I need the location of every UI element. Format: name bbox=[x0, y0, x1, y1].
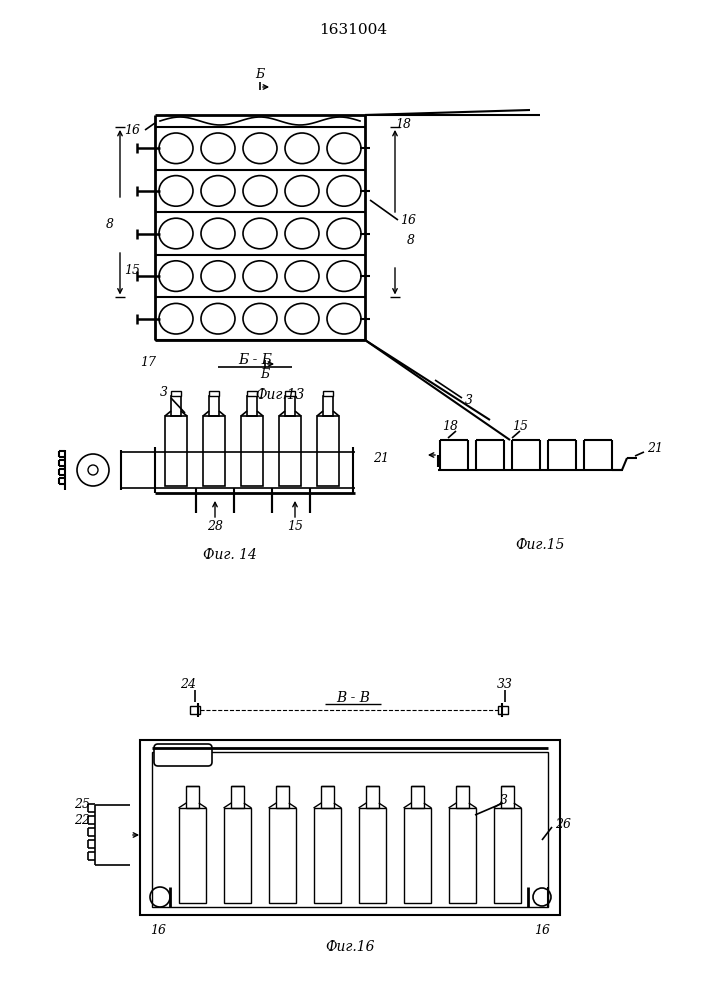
Text: Фиг.15: Фиг.15 bbox=[515, 538, 565, 552]
Text: 21: 21 bbox=[647, 442, 663, 454]
Text: 25: 25 bbox=[74, 798, 90, 812]
Bar bbox=[269, 808, 296, 903]
Bar bbox=[276, 786, 288, 808]
Bar bbox=[152, 752, 548, 907]
FancyBboxPatch shape bbox=[154, 744, 212, 766]
Text: Фиг.13: Фиг.13 bbox=[255, 388, 305, 402]
Text: 16: 16 bbox=[124, 123, 140, 136]
Bar bbox=[366, 786, 379, 808]
Bar bbox=[247, 396, 257, 416]
Bar bbox=[179, 808, 206, 903]
Bar bbox=[456, 786, 469, 808]
Bar bbox=[171, 396, 181, 416]
Bar bbox=[231, 786, 244, 808]
Bar bbox=[279, 416, 301, 486]
Text: 21: 21 bbox=[373, 452, 389, 464]
Text: Б: Б bbox=[260, 368, 269, 381]
Text: 17: 17 bbox=[140, 356, 156, 368]
Text: 8: 8 bbox=[106, 219, 114, 232]
Bar bbox=[170, 391, 182, 396]
Bar bbox=[321, 786, 334, 808]
Text: 26: 26 bbox=[555, 818, 571, 832]
Text: 18: 18 bbox=[442, 420, 458, 432]
Text: 15: 15 bbox=[512, 420, 528, 432]
Text: 28: 28 bbox=[207, 520, 223, 532]
Bar bbox=[501, 786, 514, 808]
Text: 24: 24 bbox=[180, 678, 196, 690]
Text: 3: 3 bbox=[465, 393, 473, 406]
Bar bbox=[209, 391, 219, 396]
Bar bbox=[190, 706, 200, 714]
Bar bbox=[498, 706, 508, 714]
Text: 18: 18 bbox=[395, 118, 411, 131]
Bar bbox=[247, 391, 257, 396]
Bar bbox=[209, 396, 219, 416]
Text: 16: 16 bbox=[150, 924, 166, 938]
Bar bbox=[223, 808, 252, 903]
Bar bbox=[358, 808, 387, 903]
Bar bbox=[140, 740, 560, 915]
Bar bbox=[203, 416, 225, 486]
Text: В - В: В - В bbox=[336, 691, 370, 705]
Bar bbox=[323, 396, 333, 416]
Bar bbox=[317, 416, 339, 486]
Text: 33: 33 bbox=[497, 678, 513, 690]
Text: 15: 15 bbox=[287, 520, 303, 532]
Bar bbox=[322, 391, 334, 396]
Bar bbox=[165, 416, 187, 486]
Text: 16: 16 bbox=[400, 214, 416, 227]
Text: Б - Б: Б - Б bbox=[238, 353, 272, 367]
Text: Фиг. 14: Фиг. 14 bbox=[203, 548, 257, 562]
Bar bbox=[448, 808, 477, 903]
Text: 15: 15 bbox=[124, 263, 140, 276]
Text: Б: Б bbox=[255, 68, 264, 82]
Bar bbox=[285, 396, 295, 416]
Bar bbox=[241, 416, 263, 486]
Text: 8: 8 bbox=[407, 233, 415, 246]
Text: Фиг.16: Фиг.16 bbox=[325, 940, 375, 954]
Text: 3: 3 bbox=[500, 794, 508, 806]
Bar bbox=[493, 808, 522, 903]
Bar bbox=[313, 808, 341, 903]
Text: 3: 3 bbox=[160, 386, 168, 399]
Bar bbox=[404, 808, 431, 903]
Text: 1631004: 1631004 bbox=[319, 23, 387, 37]
Text: 22: 22 bbox=[74, 814, 90, 826]
Bar bbox=[411, 786, 423, 808]
Text: 16: 16 bbox=[534, 924, 550, 938]
Bar bbox=[284, 391, 296, 396]
Bar bbox=[186, 786, 199, 808]
